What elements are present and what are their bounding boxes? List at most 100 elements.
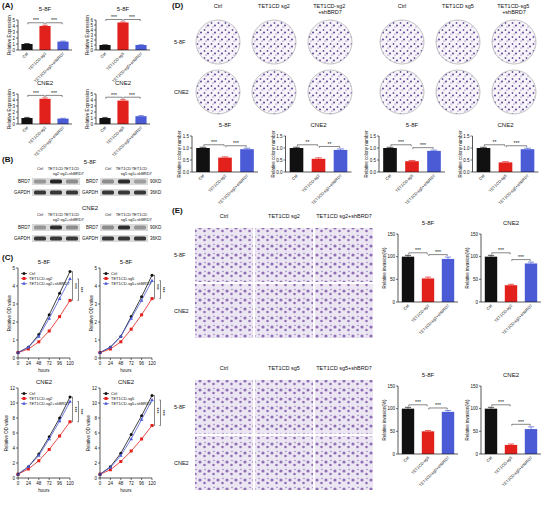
error-cap [42,97,48,98]
band [118,237,130,241]
lines [16,396,72,476]
tick-label: 2 [12,320,15,325]
category-label: Ctrl [21,125,29,133]
category-label: TET1CD-sg2+shBRD7 [501,303,534,336]
significance: *** [415,247,421,253]
tick [94,20,96,21]
significance: *** [398,139,404,145]
tick-label: 8 [94,416,97,421]
legend-line [21,278,27,279]
heading: TET1CD sg5+shBRD7 [128,212,152,222]
blot-strip [100,189,148,196]
tick [49,478,50,480]
protein-label: GAPDH [14,190,30,195]
heading: Ctrl [37,212,43,217]
colony-dish [308,70,352,114]
tick-label: 10 [92,401,98,406]
line [18,272,70,353]
tick [479,302,481,303]
figure: (A)(B)(C)(D)(E)012345Relative Expression… [0,0,546,506]
legend: CtrlTET1CD-sg2TET1CD-sg2+shBRD7 [21,391,70,406]
tick-label: 120 [148,361,156,366]
error-cap [387,147,394,148]
text-line: Ctrl [214,3,223,9]
tick-label: 96 [57,361,63,366]
marker [37,454,41,457]
tick-label: 24 [108,361,114,366]
tick [284,148,286,149]
tick [16,118,18,119]
category-label: TET1CD-sg2+shBRD7 [418,303,451,336]
tick-label: 2 [12,461,15,466]
text-line: sg5+shBRD7 [128,217,152,222]
bar [402,257,414,302]
tick-label: 50 [390,429,396,434]
legend-line [21,393,27,394]
bar [57,42,68,50]
chart-title: CNE2 [36,379,53,385]
marker [37,459,40,462]
category-label: Ctrl [485,455,493,463]
x-axis [286,172,352,173]
band [118,226,130,230]
tick-label: 5 [90,23,93,28]
invasion-photo [195,228,253,282]
bar-chart: 0.00.51.01.5Relative colony numberCtrlTE… [177,122,258,205]
significance: *** [518,254,524,260]
marker [27,345,31,348]
heading: TET1CD sg5 [442,3,474,9]
line [18,300,70,352]
row-label: CNE2 [174,460,189,466]
row-label: 5-8F [174,404,186,410]
tick [70,478,71,480]
legend-label: TET1CD-sg5+shBRD7 [111,401,152,406]
y-axis [100,268,101,358]
tick-label: 1.5 [276,134,283,139]
tick [16,304,18,305]
bar [525,263,537,302]
tick [59,478,60,480]
legend-marker [22,402,26,405]
tick [16,50,18,51]
axis-title: Relative Expression [7,15,12,55]
bar-chart: 012345Relative ExpressionCtrlTET1CD-sg2T… [7,6,72,83]
tick [396,408,398,409]
chart-title: 5-8F [422,220,435,226]
error-cap [488,255,494,256]
chart-title: 5-8F [39,6,52,12]
x-axis [96,124,150,125]
tick-label: 3 [12,302,15,307]
bar [427,151,441,172]
legend-line [21,398,27,399]
tick-label: 0.5 [370,158,377,163]
tick-label: 5 [12,266,15,271]
tick-label: 100 [387,254,395,259]
marker [109,466,113,469]
tick-label: 6 [90,18,93,23]
tick-label: 1.0 [370,146,377,151]
tick [94,30,96,31]
category-label: TET1CD-sg5+shBRD7 [497,173,530,206]
tick-label: 0.0 [463,170,470,175]
tick [479,386,481,387]
text-line: Ctrl [37,166,43,171]
heading: TET1CD sg2+shBRD7 [60,212,84,222]
error-cap [445,410,451,411]
invasion-photo [255,228,313,282]
x-axis [96,50,150,51]
axis-title: Relative Expression [7,89,12,129]
axis-title: hours [120,488,132,493]
colony-dish [196,20,240,64]
tick-label: 24 [108,481,114,486]
error-cap [425,430,431,431]
blot-strip [100,224,148,231]
marker [69,396,72,399]
tick [16,44,18,45]
tick-label: 24 [26,481,32,486]
legend-marker [23,272,26,275]
tick [18,358,19,360]
legend: CtrlTET1CD-sg5TET1CD-sg5+shBRD7 [103,271,152,286]
tick-label: 1 [12,42,15,47]
error-cap [502,161,509,162]
invasion-photo [195,284,253,338]
